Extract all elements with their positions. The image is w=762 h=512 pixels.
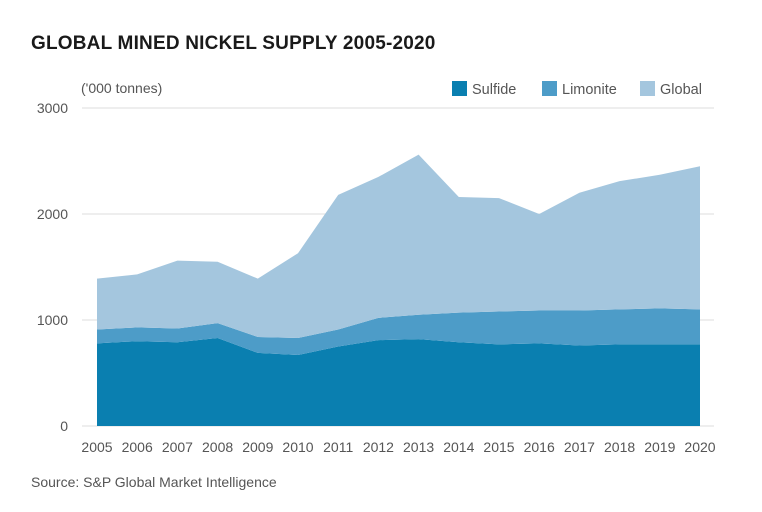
legend: Sulfide Limonite Global bbox=[452, 81, 702, 98]
unit-label: ('000 tonnes) bbox=[81, 80, 162, 96]
y-tick-label: 3000 bbox=[37, 100, 68, 116]
x-tick-label: 2005 bbox=[81, 439, 112, 455]
y-tick-label: 0 bbox=[60, 418, 68, 434]
x-tick-label: 2007 bbox=[162, 439, 193, 455]
x-tick-label: 2016 bbox=[524, 439, 555, 455]
x-axis: 2005 2006 2007 2008 2009 2010 2011 2012 2013 2014… bbox=[81, 439, 715, 455]
x-tick-label: 2017 bbox=[564, 439, 595, 455]
x-tick-label: 2018 bbox=[604, 439, 635, 455]
y-tick-label: 2000 bbox=[37, 206, 68, 222]
x-tick-label: 2014 bbox=[443, 439, 474, 455]
x-tick-label: 2006 bbox=[122, 439, 153, 455]
legend-label-limonite: Limonite bbox=[562, 82, 617, 98]
y-axis: 0 1000 2000 3000 bbox=[37, 100, 68, 434]
x-tick-label: 2012 bbox=[363, 439, 394, 455]
legend-label-sulfide: Sulfide bbox=[472, 82, 516, 98]
x-tick-label: 2009 bbox=[242, 439, 273, 455]
y-tick-label: 1000 bbox=[37, 312, 68, 328]
x-tick-label: 2015 bbox=[483, 439, 514, 455]
x-tick-label: 2020 bbox=[684, 439, 715, 455]
area-sulfide bbox=[97, 338, 700, 426]
x-tick-label: 2019 bbox=[644, 439, 675, 455]
area-global bbox=[97, 154, 700, 339]
x-tick-label: 2011 bbox=[323, 439, 353, 455]
area-limonite bbox=[97, 308, 700, 355]
x-tick-label: 2013 bbox=[403, 439, 434, 455]
chart-title: GLOBAL MINED NICKEL SUPPLY 2005-2020 bbox=[31, 33, 436, 54]
legend-label-global: Global bbox=[660, 82, 702, 98]
x-tick-label: 2008 bbox=[202, 439, 233, 455]
x-tick-label: 2010 bbox=[282, 439, 313, 455]
legend-swatch-sulfide bbox=[452, 81, 467, 96]
legend-swatch-limonite bbox=[542, 81, 557, 96]
legend-swatch-global bbox=[640, 81, 655, 96]
source-note: Source: S&P Global Market Intelligence bbox=[31, 474, 277, 490]
area-series bbox=[97, 154, 700, 426]
